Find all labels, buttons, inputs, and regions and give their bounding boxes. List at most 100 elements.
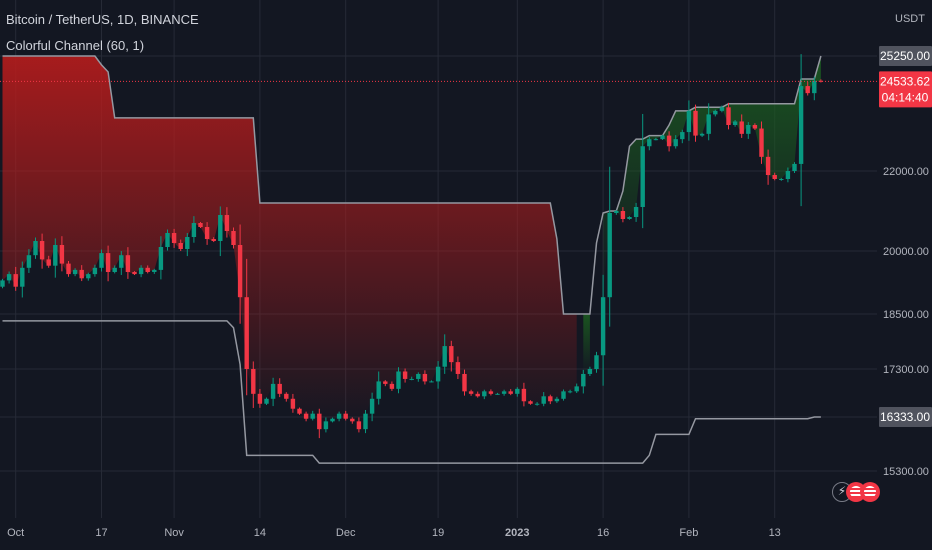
candle — [105, 245, 111, 282]
candle — [297, 407, 302, 415]
countdown-label: 04:14:40 — [882, 90, 929, 104]
candle — [20, 261, 25, 298]
candle — [39, 233, 45, 269]
candle-body — [198, 223, 203, 227]
candle-body — [647, 139, 652, 147]
candle-body — [20, 267, 25, 287]
candle — [336, 411, 342, 422]
time-axis[interactable]: Oct 17 Nov 14 Dec 19 2023 16 Feb 13 — [7, 527, 781, 539]
candle-body — [686, 110, 692, 133]
candle — [290, 393, 296, 413]
candle — [303, 411, 309, 422]
candle-body — [541, 396, 546, 404]
candle — [244, 258, 249, 396]
candle — [706, 103, 711, 141]
candle-body — [752, 125, 758, 129]
candle-body — [297, 408, 302, 414]
candle — [284, 392, 289, 402]
candle — [171, 228, 177, 248]
candle — [363, 409, 368, 434]
candle-body — [785, 171, 791, 179]
candle-body — [818, 80, 824, 82]
candle-body — [165, 233, 170, 247]
us-flag-badge-icon[interactable] — [860, 482, 880, 502]
price-badge-label: 24533.62 — [880, 74, 930, 88]
time-tick-label: 2023 — [505, 527, 529, 539]
symbol-title[interactable]: Bitcoin / TetherUS, 1D, BINANCE — [6, 12, 199, 27]
candle-body — [383, 381, 388, 384]
candle-body — [13, 274, 18, 287]
candle — [779, 177, 784, 181]
candle — [818, 79, 824, 83]
colorful-channel — [2, 55, 822, 464]
candle-body — [574, 386, 579, 392]
candle-body — [125, 255, 131, 272]
candle — [765, 149, 771, 185]
candle — [270, 377, 276, 407]
price-tick-label: 20000.00 — [883, 246, 929, 258]
candle — [92, 264, 98, 277]
candle-body — [350, 418, 355, 422]
candle — [812, 76, 817, 101]
candle-body — [554, 398, 560, 402]
candle — [554, 396, 560, 403]
candle-body — [204, 227, 210, 239]
indicator-label[interactable]: Colorful Channel (60, 1) — [6, 38, 145, 53]
time-tick-label: Feb — [679, 527, 698, 539]
candle-body — [442, 346, 447, 367]
time-tick-label: 17 — [95, 527, 107, 539]
candle-body — [251, 369, 256, 394]
candle — [310, 410, 315, 421]
candle-body — [680, 132, 685, 140]
candle — [567, 389, 573, 394]
candle-body — [92, 267, 98, 275]
candle-body — [581, 373, 586, 387]
candle — [699, 132, 705, 138]
price-badge-label: 16333.00 — [880, 410, 930, 424]
candle-body — [779, 179, 784, 180]
candle — [759, 121, 764, 164]
candle-body — [422, 373, 428, 382]
candle-body — [33, 241, 38, 256]
price-tick-label: 15300.00 — [883, 466, 929, 478]
candle — [138, 265, 144, 278]
candle — [251, 361, 256, 408]
candle — [686, 100, 692, 141]
candle — [752, 123, 758, 130]
candle-body — [548, 396, 553, 402]
candle — [713, 109, 718, 117]
candle — [46, 255, 51, 268]
candle — [693, 104, 698, 142]
candle — [369, 392, 375, 422]
bull-fill — [603, 56, 821, 298]
candle-body — [66, 263, 71, 275]
candle-body — [112, 267, 117, 272]
candle-body — [561, 391, 566, 399]
candle — [455, 356, 461, 380]
candle-body — [462, 373, 467, 392]
candle-body — [706, 114, 711, 134]
candle — [640, 113, 645, 229]
candle-body — [356, 421, 362, 430]
candle-body — [567, 391, 573, 393]
candle — [211, 237, 216, 243]
candle — [475, 391, 480, 398]
candle-body — [693, 110, 698, 136]
candle-body — [666, 135, 672, 147]
candle-body — [343, 413, 348, 419]
price-tick-label: 18500.00 — [883, 309, 929, 321]
time-tick-label: 19 — [432, 527, 444, 539]
candle-body — [46, 259, 51, 266]
candle — [746, 122, 751, 139]
candle — [726, 102, 731, 130]
candle-body — [191, 223, 197, 237]
candle-body — [501, 391, 507, 394]
candle-body — [185, 237, 190, 249]
time-tick-label: 16 — [597, 527, 609, 539]
candle-body — [119, 255, 124, 268]
candle-body — [158, 247, 164, 270]
last-price-badge — [879, 71, 932, 108]
candle — [224, 207, 230, 238]
price-axis[interactable]: USDT 15300.00 17300.00 18500.00 20000.00 2200… — [879, 13, 932, 478]
